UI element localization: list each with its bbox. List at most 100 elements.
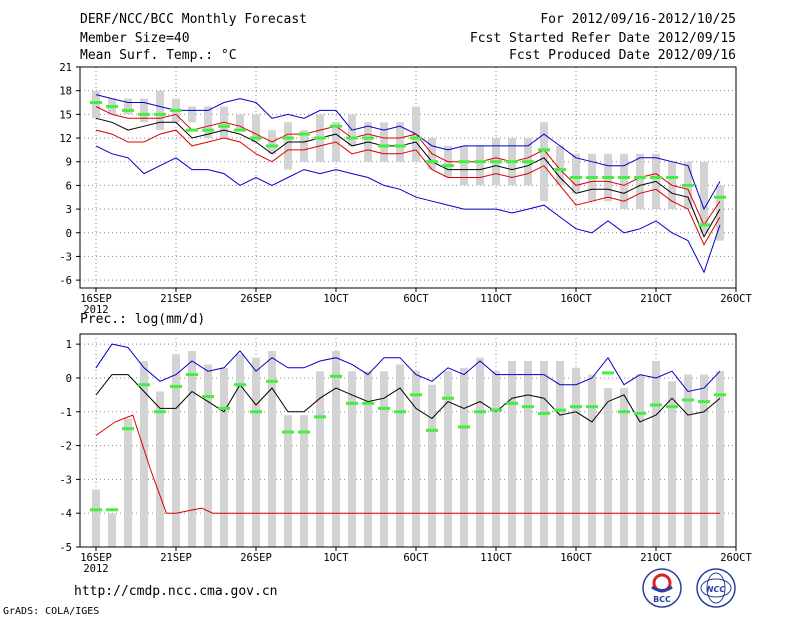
y-tick-label: 6 bbox=[66, 180, 72, 192]
member-size: Member Size=40 bbox=[80, 31, 190, 46]
variable-label: Mean Surf. Temp.: °C bbox=[80, 48, 237, 63]
bar bbox=[556, 361, 564, 547]
bar bbox=[492, 371, 500, 547]
bar bbox=[140, 98, 148, 123]
forecast-start-date: Fcst Started Refer Date 2012/09/15 bbox=[469, 31, 736, 46]
bar bbox=[572, 367, 580, 547]
y-tick-label: -3 bbox=[59, 474, 72, 486]
series-upper-sd-line bbox=[95, 106, 721, 226]
precip-panel-title: Prec.: log(mm/d) bbox=[80, 312, 205, 327]
x-tick-label: 26SEP bbox=[240, 293, 272, 305]
series-max-line bbox=[95, 343, 721, 393]
bcc-logo-text: BCC bbox=[653, 595, 671, 604]
bar bbox=[604, 388, 612, 547]
bar bbox=[412, 371, 420, 547]
y-tick-label: 0 bbox=[66, 373, 72, 385]
bar bbox=[508, 361, 516, 547]
chart-title: DERF/NCC/BCC Monthly Forecast bbox=[80, 12, 307, 27]
bar bbox=[476, 357, 484, 547]
series-sd-line bbox=[95, 414, 720, 514]
y-tick-label: 12 bbox=[59, 133, 72, 145]
x-tick-label: 26SEP bbox=[240, 552, 272, 564]
x-tick-label: 16OCT bbox=[560, 293, 592, 305]
grads-credit: GrADS: COLA/IGES bbox=[3, 606, 100, 617]
bar bbox=[252, 357, 260, 547]
x-year-label: 2012 bbox=[83, 304, 108, 316]
x-tick-label: 21SEP bbox=[160, 552, 192, 564]
bar bbox=[300, 130, 308, 162]
bar bbox=[668, 381, 676, 547]
bar bbox=[572, 153, 580, 194]
panel-temperature: -6 -3 0 3 6 9 12 15 18 21 16SEP 21SEP 26SEP 1OCT 6OCT 1… bbox=[59, 62, 752, 316]
bar bbox=[716, 185, 724, 241]
bar bbox=[156, 391, 164, 547]
x-tick-label: 26OCT bbox=[720, 552, 752, 564]
y-tick-label: 21 bbox=[59, 62, 72, 74]
x-tick-label: 16OCT bbox=[560, 552, 592, 564]
x-tick-label: 21OCT bbox=[640, 293, 672, 305]
bar bbox=[460, 367, 468, 547]
bar bbox=[236, 114, 244, 131]
x-tick-label: 11OCT bbox=[480, 293, 512, 305]
y-tick-label: 3 bbox=[66, 204, 72, 216]
series-min-line bbox=[95, 145, 721, 274]
bar bbox=[252, 114, 260, 142]
bar bbox=[204, 364, 212, 547]
bar bbox=[540, 122, 548, 202]
x-tick-label: 26OCT bbox=[720, 293, 752, 305]
bar bbox=[700, 374, 708, 547]
plot-frame bbox=[79, 333, 737, 548]
x-tick-label: 6OCT bbox=[403, 293, 429, 305]
y-tick-label: -3 bbox=[59, 251, 72, 263]
bar bbox=[204, 106, 212, 139]
y-tick-label: 1 bbox=[66, 339, 72, 351]
bar bbox=[364, 371, 372, 547]
bar bbox=[684, 374, 692, 547]
bar bbox=[700, 161, 708, 233]
y-tick-label: 9 bbox=[66, 157, 72, 169]
y-tick-label: 0 bbox=[66, 228, 72, 240]
forecast-produced-date: Fcst Produced Date 2012/09/16 bbox=[509, 48, 736, 63]
bar bbox=[236, 354, 244, 547]
x-tick-label: 21SEP bbox=[160, 293, 192, 305]
x-tick-label: 21OCT bbox=[640, 552, 672, 564]
forecast-period: For 2012/09/16-2012/10/25 bbox=[540, 12, 736, 27]
bar bbox=[460, 145, 468, 186]
x-tick-label: 16SEP bbox=[80, 293, 112, 305]
bar bbox=[300, 415, 308, 547]
bar bbox=[620, 388, 628, 547]
bar bbox=[636, 374, 644, 547]
x-tick-label: 1OCT bbox=[323, 552, 349, 564]
bar bbox=[476, 145, 484, 186]
bar bbox=[92, 489, 100, 547]
bar bbox=[124, 418, 132, 547]
bar bbox=[140, 361, 148, 547]
bar bbox=[268, 350, 276, 547]
bar bbox=[556, 145, 564, 186]
logos: BCC NCC bbox=[642, 568, 736, 608]
x-tick-label: 16SEP bbox=[80, 552, 112, 564]
bar bbox=[188, 350, 196, 547]
series-lower-sd-line bbox=[95, 129, 721, 246]
ncc-logo-text: NCC bbox=[707, 585, 726, 594]
y-tick-label: -4 bbox=[59, 508, 72, 520]
series-mean-line bbox=[95, 374, 721, 423]
y-tick-label: -1 bbox=[59, 407, 72, 419]
bar bbox=[396, 122, 404, 162]
y-tick-label: -6 bbox=[59, 275, 72, 287]
bar bbox=[588, 374, 596, 547]
bar bbox=[620, 153, 628, 210]
bar bbox=[316, 371, 324, 547]
bar bbox=[396, 364, 404, 547]
bar bbox=[220, 367, 228, 547]
y-tick-label: 15 bbox=[59, 109, 72, 121]
series-max-line bbox=[95, 94, 721, 211]
ncc-logo: NCC bbox=[696, 568, 736, 608]
x-tick-label: 11OCT bbox=[480, 552, 512, 564]
x-tick-label: 1OCT bbox=[323, 293, 349, 305]
source-url[interactable]: http://cmdp.ncc.cma.gov.cn bbox=[74, 584, 278, 599]
bar bbox=[284, 415, 292, 547]
bar bbox=[172, 354, 180, 547]
bar bbox=[156, 90, 164, 131]
